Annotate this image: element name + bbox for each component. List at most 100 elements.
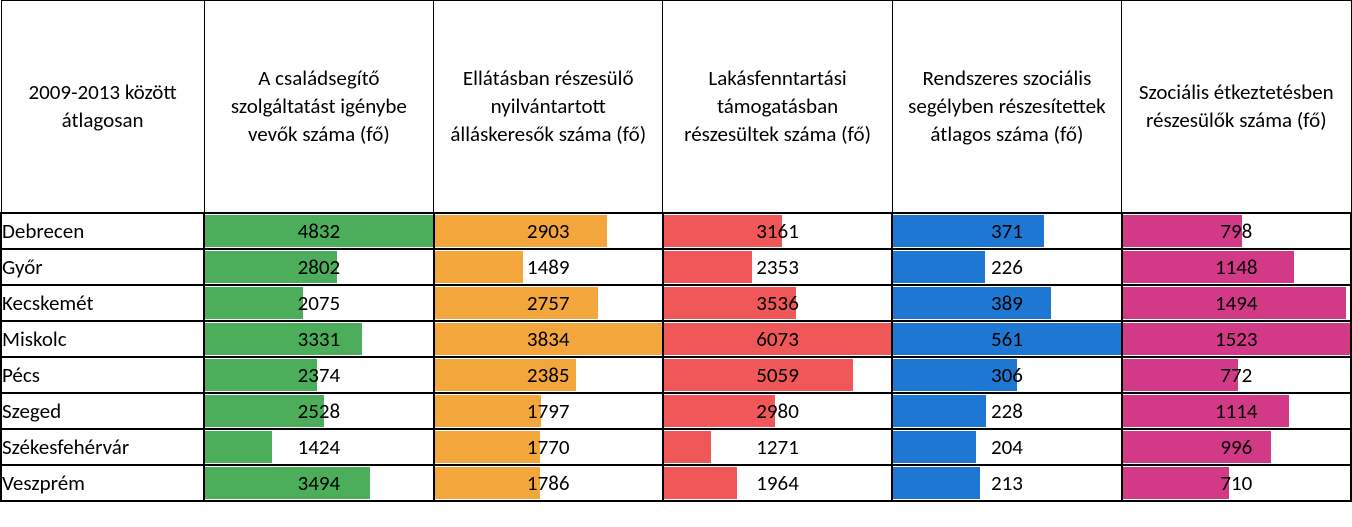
bar [435,215,607,247]
data-table: 2009-2013 között átlagosan A családsegít… [0,0,1352,502]
bar [435,251,523,283]
bar-cell: 3161 [663,213,892,249]
table-header: 2009-2013 között átlagosan A családsegít… [1,1,1351,213]
bar [893,251,985,283]
bar [664,287,796,319]
bar [1123,395,1289,427]
bar-cell: 1797 [434,393,663,429]
bar-cell: 3494 [204,465,433,501]
bar [893,395,985,427]
bar [205,467,369,499]
bar-cell: 1424 [204,429,433,465]
bar-cell: 1148 [1122,249,1351,285]
bar [664,395,776,427]
table-row: Debrecen483229033161371798 [1,213,1351,249]
bar [205,251,337,283]
table-row: Pécs237423855059306772 [1,357,1351,393]
bar [893,359,1017,391]
row-label: Debrecen [1,213,204,249]
table-row: Veszprém349417861964213710 [1,465,1351,501]
bar-cell: 213 [892,465,1121,501]
bar [1123,467,1229,499]
col-header-1: Ellátásban részesülő nyilvántartott állá… [434,1,663,213]
row-label: Székesfehérvár [1,429,204,465]
bar [893,215,1043,247]
bar [893,323,1120,355]
bar-cell: 2353 [663,249,892,285]
row-label: Szeged [1,393,204,429]
bar-cell: 561 [892,321,1121,357]
table-row: Szeged2528179729802281114 [1,393,1351,429]
bar [435,431,540,463]
bar [435,359,576,391]
bar [205,359,317,391]
bar [435,323,662,355]
bar-cell: 228 [892,393,1121,429]
bar-cell: 1964 [663,465,892,501]
bar [893,467,979,499]
bar-cell: 2385 [434,357,663,393]
bar [1123,287,1346,319]
bar-cell: 2903 [434,213,663,249]
table-body: Debrecen483229033161371798Győr2802148923… [1,213,1351,501]
bar-cell: 306 [892,357,1121,393]
bar [893,431,976,463]
bar-cell: 4832 [204,213,433,249]
bar [664,467,738,499]
bar-cell: 2374 [204,357,433,393]
bar-cell: 204 [892,429,1121,465]
col-header-0: A családsegítő szolgáltatást igénybe vev… [204,1,433,213]
bar [205,431,272,463]
bar [205,395,324,427]
bar [435,395,542,427]
bar-cell: 3331 [204,321,433,357]
bar [664,359,853,391]
bar [1123,251,1294,283]
bar-cell: 389 [892,285,1121,321]
bar-cell: 6073 [663,321,892,357]
bar [205,287,303,319]
bar [205,215,432,247]
table-row: Miskolc3331383460735611523 [1,321,1351,357]
bar-cell: 371 [892,213,1121,249]
bar-cell: 1114 [1122,393,1351,429]
bar [664,431,712,463]
bar [664,323,891,355]
bar-cell: 2980 [663,393,892,429]
corner-header: 2009-2013 között átlagosan [1,1,204,213]
bar-cell: 226 [892,249,1121,285]
row-label: Győr [1,249,204,285]
bar-cell: 2075 [204,285,433,321]
row-label: Pécs [1,357,204,393]
bar [1123,323,1350,355]
bar [664,215,782,247]
bar-cell: 5059 [663,357,892,393]
bar [893,287,1051,319]
bar-cell: 1523 [1122,321,1351,357]
bar-cell: 1271 [663,429,892,465]
bar [1123,431,1272,463]
bar [435,467,541,499]
bar-cell: 3536 [663,285,892,321]
bar-cell: 1494 [1122,285,1351,321]
bar [435,287,598,319]
bar-cell: 1770 [434,429,663,465]
col-header-3: Rendszeres szociális segélyben részesíte… [892,1,1121,213]
bar-cell: 3834 [434,321,663,357]
bar-cell: 772 [1122,357,1351,393]
row-label: Miskolc [1,321,204,357]
bar-cell: 2528 [204,393,433,429]
col-header-4: Szociális étkeztetésben részesülők száma… [1122,1,1351,213]
table-row: Kecskemét2075275735363891494 [1,285,1351,321]
bar-cell: 1489 [434,249,663,285]
bar-cell: 710 [1122,465,1351,501]
bar [1123,359,1238,391]
bar [205,323,362,355]
table-row: Győr2802148923532261148 [1,249,1351,285]
bar-cell: 1786 [434,465,663,501]
bar-cell: 2802 [204,249,433,285]
col-header-2: Lakásfenntartási támogatásban részesülte… [663,1,892,213]
bar [1123,215,1242,247]
bar-cell: 2757 [434,285,663,321]
bar [664,251,752,283]
